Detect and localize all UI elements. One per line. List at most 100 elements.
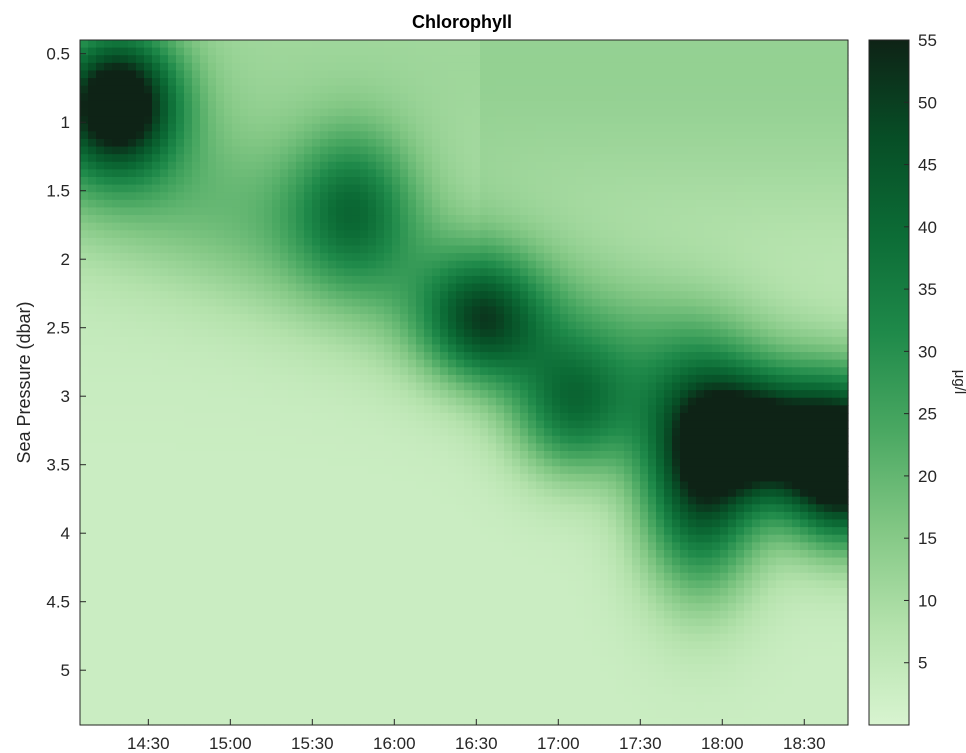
heatmap-cell — [176, 686, 185, 696]
heatmap-cell — [472, 93, 481, 102]
heatmap-cell — [264, 359, 273, 368]
heatmap-cell — [232, 489, 241, 498]
heatmap-cell — [504, 169, 513, 178]
heatmap-cell — [240, 336, 249, 346]
heatmap-cell — [216, 382, 225, 391]
heatmap-cell — [280, 199, 289, 209]
heatmap-cell — [168, 412, 177, 422]
heatmap-cell — [240, 199, 249, 209]
heatmap-cell — [216, 412, 225, 422]
heatmap-cell — [128, 336, 137, 346]
heatmap-cell — [344, 283, 353, 292]
heatmap-cell — [104, 473, 113, 483]
heatmap-cell — [112, 451, 121, 460]
heatmap-cell — [192, 671, 201, 680]
heatmap-cell — [496, 47, 505, 56]
heatmap-cell — [112, 374, 121, 384]
heatmap-cell — [432, 648, 441, 658]
heatmap-cell — [352, 55, 361, 64]
heatmap-cell — [120, 169, 129, 178]
heatmap-cell — [320, 78, 329, 87]
heatmap-cell — [216, 648, 225, 658]
heatmap-cell — [360, 420, 369, 429]
heatmap-cell — [504, 679, 513, 688]
heatmap-cell — [384, 192, 393, 201]
heatmap-cell — [160, 549, 169, 559]
heatmap-cell — [504, 435, 513, 444]
heatmap-cell — [256, 641, 265, 650]
heatmap-cell — [288, 549, 297, 559]
heatmap-cell — [112, 694, 121, 703]
heatmap-cell — [448, 527, 457, 536]
heatmap-cell — [192, 382, 201, 391]
heatmap-cell — [400, 382, 409, 391]
heatmap-cell — [216, 93, 225, 102]
heatmap-cell — [440, 62, 449, 72]
heatmap-cell — [488, 253, 497, 262]
heatmap-cell — [144, 291, 153, 300]
heatmap-cell — [160, 686, 169, 696]
heatmap-cell — [272, 641, 281, 650]
heatmap-cell — [224, 496, 233, 505]
heatmap-cell — [304, 268, 313, 277]
heatmap-cell — [192, 527, 201, 536]
heatmap-cell — [408, 382, 417, 391]
heatmap-cell — [320, 382, 329, 391]
heatmap-cell — [344, 572, 353, 581]
heatmap-cell — [248, 131, 257, 140]
heatmap-cell — [464, 511, 473, 521]
heatmap-cell — [504, 321, 513, 330]
heatmap-cell — [152, 260, 161, 269]
heatmap-cell — [416, 245, 425, 254]
heatmap-cell — [320, 62, 329, 72]
heatmap-cell — [216, 588, 225, 597]
heatmap-cell — [208, 146, 217, 155]
heatmap-cell — [264, 473, 273, 483]
heatmap-cell — [392, 47, 401, 56]
heatmap-cell — [312, 473, 321, 483]
heatmap-cell — [440, 626, 449, 635]
heatmap-cell — [304, 55, 313, 64]
heatmap-cell — [488, 359, 497, 368]
heatmap-cell — [184, 260, 193, 269]
heatmap-cell — [480, 618, 489, 627]
heatmap-cell — [192, 656, 201, 665]
heatmap-cell — [472, 40, 481, 49]
heatmap-cell — [96, 511, 105, 521]
heatmap-cell — [80, 549, 89, 559]
heatmap-cell — [128, 458, 137, 467]
heatmap-cell — [264, 451, 273, 460]
heatmap-cell — [200, 306, 209, 315]
heatmap-cell — [248, 108, 257, 117]
heatmap-cell — [200, 633, 209, 642]
heatmap-cell — [416, 367, 425, 376]
heatmap-cell — [288, 603, 297, 612]
heatmap-cell — [264, 709, 273, 718]
heatmap-cell — [208, 344, 217, 353]
heatmap-cell — [264, 100, 273, 110]
heatmap-cell — [512, 184, 521, 193]
heatmap-cell — [456, 336, 465, 346]
heatmap-cell — [520, 306, 529, 315]
heatmap-cell — [328, 390, 337, 399]
heatmap-cell — [344, 527, 353, 536]
heatmap-cell — [136, 306, 145, 315]
heatmap-cell — [448, 709, 457, 718]
heatmap-cell — [80, 679, 89, 688]
heatmap-cell — [464, 694, 473, 703]
heatmap-cell — [232, 131, 241, 140]
heatmap-cell — [384, 253, 393, 262]
heatmap-cell — [496, 116, 505, 125]
heatmap-cell — [272, 93, 281, 102]
heatmap-cell — [176, 344, 185, 353]
heatmap-cell — [320, 47, 329, 56]
heatmap-cell — [488, 534, 497, 543]
heatmap-cell — [392, 694, 401, 703]
heatmap-cell — [96, 496, 105, 505]
heatmap-cell — [368, 458, 377, 467]
heatmap-cell — [416, 549, 425, 559]
heatmap-cell — [112, 443, 121, 452]
heatmap-cell — [176, 527, 185, 536]
heatmap-cell — [304, 298, 313, 307]
heatmap-cell — [504, 215, 513, 224]
